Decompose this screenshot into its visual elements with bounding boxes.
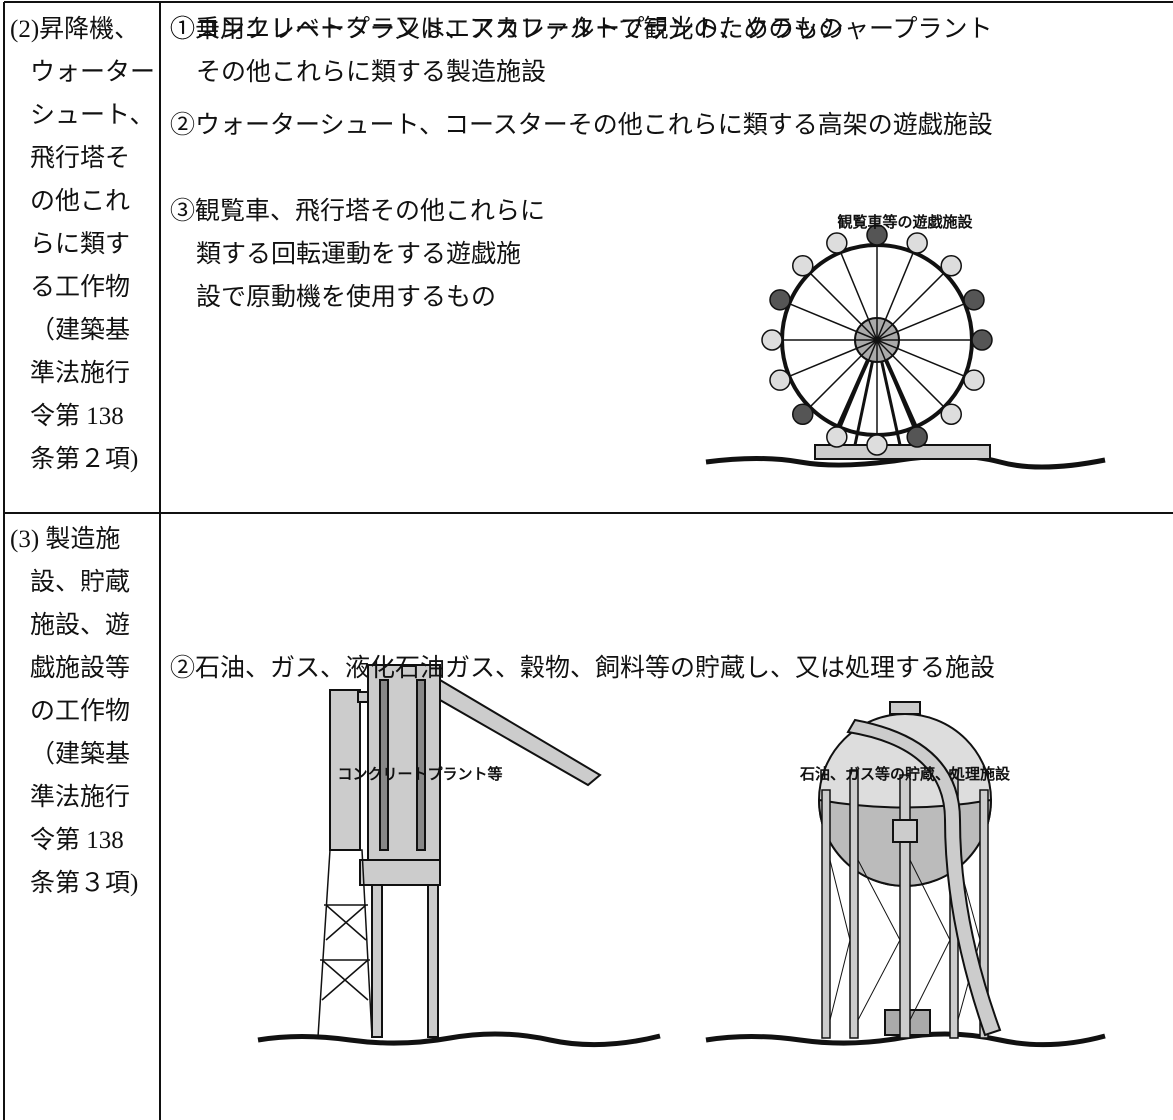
cabin [963, 369, 985, 391]
cabin [940, 255, 962, 277]
figure-caption: 観覧車等の遊戯施設 [837, 213, 973, 231]
item-line: 設で原動機を使用するもの [196, 284, 497, 311]
spoke [876, 339, 966, 378]
row-label-line: シュート、 [30, 102, 155, 129]
cabin [866, 434, 888, 456]
row-label-line: (2)昇降機、 [10, 16, 140, 43]
spoke [788, 302, 878, 341]
row-label-line: 準法施行 [30, 360, 131, 387]
item-line: ③観覧車、飛行塔その他これらに [170, 198, 546, 225]
row-label-line: 飛行塔そ [30, 145, 131, 172]
row-label-line: 準法施行 [30, 784, 131, 811]
row-label-line: る工作物 [30, 274, 131, 301]
cabin [963, 289, 985, 311]
row-label-line: （建築基 [30, 741, 131, 768]
row-label-line: らに類す [30, 231, 131, 258]
spoke [876, 251, 915, 341]
cabin [769, 289, 791, 311]
spoke [809, 339, 878, 408]
cabin [971, 329, 993, 351]
cabin [866, 224, 888, 246]
row-label-line: 令第 138 [30, 403, 124, 430]
cabin [761, 329, 783, 351]
spoke [876, 302, 966, 341]
ferris-wheel [705, 224, 1106, 470]
cabin [940, 403, 962, 425]
cabin [792, 255, 814, 277]
row-label-line: (3) 製造施 [10, 526, 121, 553]
item-line: 類する回転運動をする遊戯施 [196, 241, 522, 268]
row-label-line: （建築基 [30, 317, 131, 344]
item-line: ①コンクリートプラント、アスファルトプラント、クラッシャープラント [170, 16, 993, 43]
item-line: ②石油、ガス、液化石油ガス、穀物、飼料等の貯蔵し、又は処理する施設 [170, 655, 996, 682]
spoke [876, 339, 915, 429]
figure-caption: 石油、ガス等の貯蔵、処理施設 [799, 765, 1011, 783]
cabin [826, 232, 848, 254]
row-label-line: 戯施設等 [30, 655, 131, 682]
cabin [906, 232, 928, 254]
row-label-line: 施設、遊 [30, 612, 131, 639]
concrete-plant [257, 664, 661, 1048]
spoke [788, 339, 878, 378]
item-line: その他これらに類する製造施設 [196, 59, 547, 86]
spoke [876, 272, 945, 341]
spoke [876, 339, 945, 408]
item-line: ②ウォーターシュート、コースターその他これらに類する高架の遊戯施設 [170, 112, 993, 139]
row-label-line: 令第 138 [30, 827, 124, 854]
cabin [769, 369, 791, 391]
row-label-line: の他これ [30, 188, 131, 215]
storage-tank [705, 701, 1106, 1048]
cabin [906, 426, 928, 448]
row-label-line: 条第２項) [30, 446, 139, 473]
item-line: ①乗用エレベーター又はエスカレーターで観光のためのもの [170, 16, 844, 43]
spoke [839, 251, 878, 341]
row-label-line: 条第３項) [30, 870, 139, 897]
row-label-line: の工作物 [30, 698, 131, 725]
spoke [809, 272, 878, 341]
figure-caption: コンクリートプラント等 [337, 765, 503, 783]
row-label-line: 設、貯蔵 [30, 569, 131, 596]
row-label-line: ウォーター [30, 59, 156, 86]
spoke [839, 339, 878, 429]
table-grid [3, 1, 1173, 1120]
cabin [826, 426, 848, 448]
cabin [792, 403, 814, 425]
